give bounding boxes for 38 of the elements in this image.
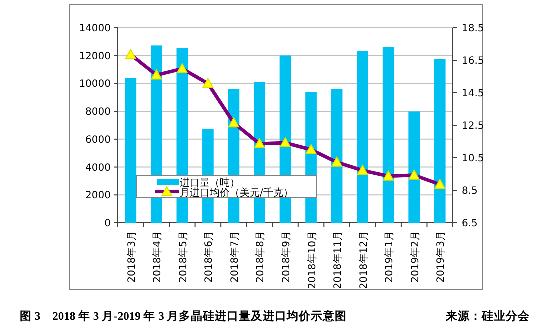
y2-tick-label: 12.5 [462,121,484,132]
y2-tick-label: 18.5 [462,24,484,34]
bar [382,47,394,223]
y-tick-label: 12000 [79,51,111,62]
x-tick-label: 2018年4月 [152,231,164,283]
x-tick-label: 2018年5月 [177,231,190,283]
y-tick-label: 8000 [86,107,111,118]
bar [357,51,368,223]
x-tick-label: 2018年11月 [332,231,344,290]
bar [434,59,446,223]
x-tick-label: 2018年6月 [203,231,216,283]
y2-tick-label: 14.5 [462,88,484,100]
y2-tick-label: 10.5 [462,154,484,164]
x-tick-label: 2018年3月 [126,231,138,283]
text: 图 3 2018 年 3 月-2019 年 3 月多晶硅进口量及进口均价示意图 [20,309,348,323]
y2-tick-label: 16.5 [462,56,484,67]
y-tick-label: 6000 [86,134,111,146]
x-tick-label: 2019年2月 [409,231,422,283]
y-tick-label: 14000 [79,24,111,34]
x-tick-label: 2018年8月 [254,231,267,283]
y-tick-label: 4000 [86,162,111,174]
x-tick-label: 2018年9月 [280,231,292,283]
y2-tick-label: 8.5 [462,186,478,197]
source-note: 来源：硅业分会 [445,309,531,323]
x-tick-label: 2018年12月 [358,231,370,290]
x-tick-label: 2018年10月 [306,231,318,290]
legend-label: 进口量（吨） [180,177,240,189]
x-tick-label: 2019年3月 [435,231,448,283]
y-tick-label: 10000 [79,79,111,90]
bar [125,78,137,223]
x-tick-label: 2018年7月 [228,231,241,283]
bar [331,89,343,223]
bar [408,112,420,223]
y-tick-label: 2000 [86,190,111,202]
legend-label: 月进口均价（美元/千克） [180,187,294,199]
x-tick-label: 2019年1月 [384,231,396,283]
y2-tick-label: 6.5 [462,218,478,230]
y-tick-label: 0 [104,218,111,230]
